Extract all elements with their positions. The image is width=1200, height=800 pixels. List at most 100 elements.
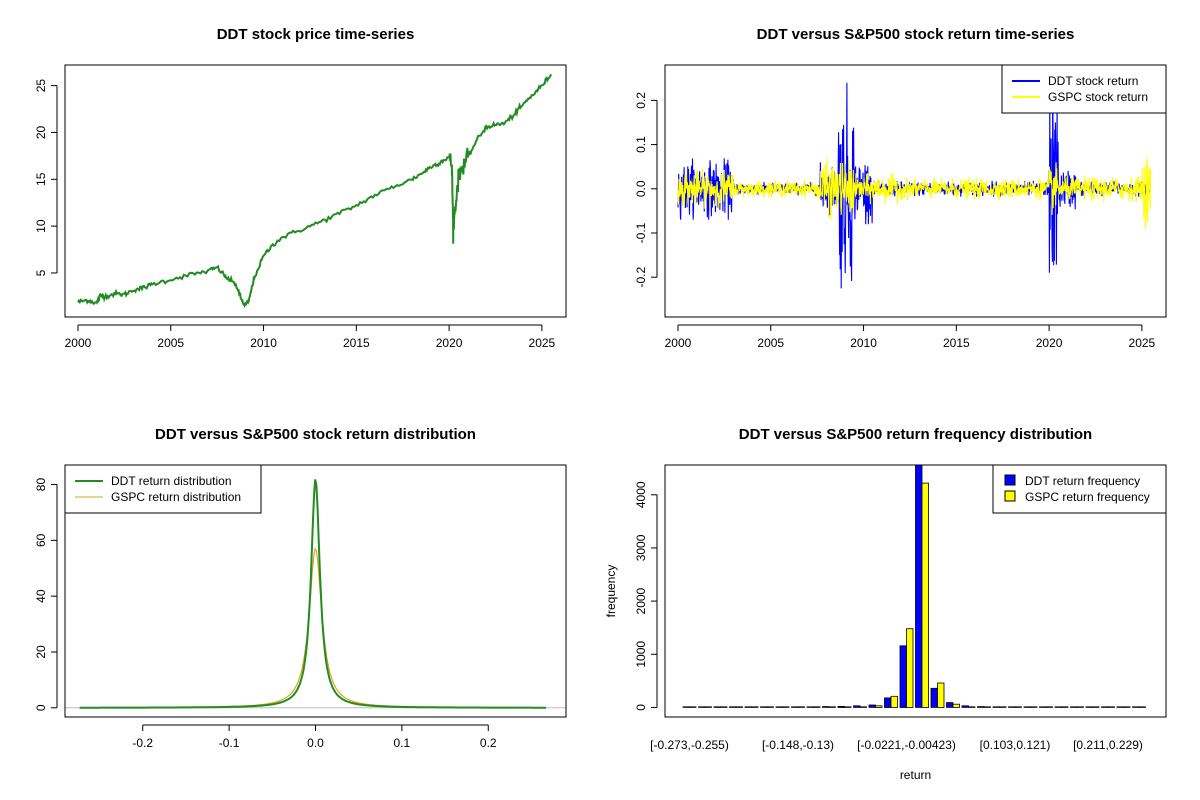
ddt-frequency-bar [1039, 706, 1047, 708]
ddt-frequency-bar [992, 706, 1000, 708]
y-axis-label: frequency [604, 565, 618, 618]
x-tick-label: 2015 [943, 336, 970, 350]
legend-label: DDT return frequency [1025, 474, 1140, 488]
y-tick-label: 10 [34, 219, 48, 233]
ddt-frequency-bar [1008, 706, 1016, 708]
y-tick-label: 0 [34, 704, 48, 711]
y-tick-label: 0.1 [634, 136, 648, 153]
ddt-frequency-bar [1023, 706, 1031, 708]
y-tick-label: -0.1 [634, 222, 648, 243]
chart-title: DDT versus S&P500 stock return distribut… [155, 426, 476, 443]
x-tick-label: 0.0 [307, 736, 324, 750]
ddt-frequency-bar [682, 706, 690, 708]
gspc-frequency-bar [782, 706, 790, 708]
ddt-frequency-bar [713, 706, 721, 708]
ddt-frequency-bar [1054, 706, 1062, 708]
y-tick-label: 3000 [634, 534, 648, 561]
ddt-frequency-bar [1085, 706, 1093, 708]
legend-box [1001, 64, 1167, 114]
y-tick-label: 4000 [634, 481, 648, 508]
gspc-frequency-bar [1123, 706, 1131, 708]
legend-label: GSPC return frequency [1025, 490, 1150, 504]
ddt-frequency-bar [853, 705, 861, 708]
x-axis-label: return [900, 768, 931, 782]
x-tick-label: 2025 [1129, 336, 1156, 350]
y-tick-label: 15 [34, 172, 48, 186]
gspc-frequency-bar [1076, 706, 1084, 708]
x-tick-label: -0.1 [219, 736, 240, 750]
gspc-frequency-bar [875, 705, 883, 708]
legend-box [64, 464, 262, 514]
y-tick-label: 80 [34, 478, 48, 492]
x-tick-label: 2025 [529, 336, 556, 350]
gspc-frequency-bar [689, 706, 697, 708]
legend-label: GSPC stock return [1048, 90, 1148, 104]
gspc-frequency-bar [906, 628, 914, 708]
y-tick-label: 60 [34, 533, 48, 547]
ddt-frequency-bar [868, 704, 876, 708]
y-tick-label: 20 [34, 645, 48, 659]
gspc-frequency-bar [844, 706, 852, 708]
ddt-frequency-bar [760, 706, 768, 708]
gspc-frequency-bar [720, 706, 728, 708]
y-tick-label: 20 [34, 125, 48, 139]
gspc-frequency-bar [890, 695, 898, 708]
ddt-frequency-bar [744, 706, 752, 708]
ddt-frequency-bar [837, 706, 845, 708]
x-tick-label: 2010 [850, 336, 877, 350]
x-tick-label: 2000 [65, 336, 92, 350]
gspc-density-line [79, 547, 547, 709]
plot-frame [64, 64, 567, 318]
y-tick-label: 0.2 [634, 92, 648, 109]
ddt-frequency-bar [822, 706, 830, 708]
gspc-frequency-bar [937, 682, 945, 708]
x-tick-label: [-0.148,-0.13) [762, 738, 834, 752]
ddt-frequency-bar [915, 464, 923, 708]
x-tick-label: 0.2 [480, 736, 497, 750]
chart-title: DDT stock price time-series [217, 26, 415, 43]
ddt-frequency-bar [791, 706, 799, 708]
gspc-frequency-bar [1061, 706, 1069, 708]
gspc-frequency-bar [1045, 706, 1053, 708]
x-tick-label: 2000 [665, 336, 692, 350]
legend-box [992, 464, 1167, 514]
x-tick-label: 0.1 [394, 736, 411, 750]
gspc-frequency-bar [1092, 706, 1100, 708]
gspc-frequency-bar [751, 706, 759, 708]
ddt-density-line [79, 479, 547, 709]
gspc-frequency-bar [828, 706, 836, 708]
x-tick-label: 2005 [757, 336, 784, 350]
x-tick-label: [-0.0221,-0.00423) [857, 738, 956, 752]
gspc-frequency-bar [952, 703, 960, 708]
gspc-return-line [677, 157, 1152, 229]
ddt-frequency-bar [775, 706, 783, 708]
y-tick-label: 2000 [634, 587, 648, 614]
x-tick-label: [-0.273,-0.255) [650, 738, 729, 752]
legend: DDT return distribution GSPC return distr… [64, 464, 262, 514]
ddt-frequency-bar [698, 706, 706, 708]
gspc-frequency-bar [797, 706, 805, 708]
gspc-frequency-bar [968, 706, 976, 708]
plot-returns: DDT versus S&P500 stock return time-seri… [634, 26, 1167, 350]
gspc-frequency-bar [999, 706, 1007, 708]
gspc-frequency-bar [766, 706, 774, 708]
gspc-frequency-bar [735, 706, 743, 708]
gspc-frequency-bar [1107, 706, 1115, 708]
legend-label: DDT return distribution [111, 474, 232, 488]
legend-label: DDT stock return [1048, 74, 1138, 88]
legend: DDT stock return GSPC stock return [1001, 64, 1167, 114]
ddt-frequency-bar [1101, 706, 1109, 708]
ddt-frequency-bar [899, 645, 907, 708]
chart-title: DDT versus S&P500 return frequency distr… [739, 426, 1092, 443]
ddt-frequency-bar [806, 706, 814, 708]
legend: DDT return frequency GSPC return frequenc… [992, 464, 1167, 514]
gspc-frequency-bar [1030, 706, 1038, 708]
gspc-frequency-bar [983, 706, 991, 708]
ddt-frequency-bar [961, 705, 969, 708]
x-tick-label: [0.211,0.229) [1073, 738, 1143, 752]
x-tick-label: [0.103,0.121) [980, 738, 1051, 752]
y-tick-label: 25 [34, 79, 48, 93]
ddt-frequency-bar [729, 706, 737, 708]
